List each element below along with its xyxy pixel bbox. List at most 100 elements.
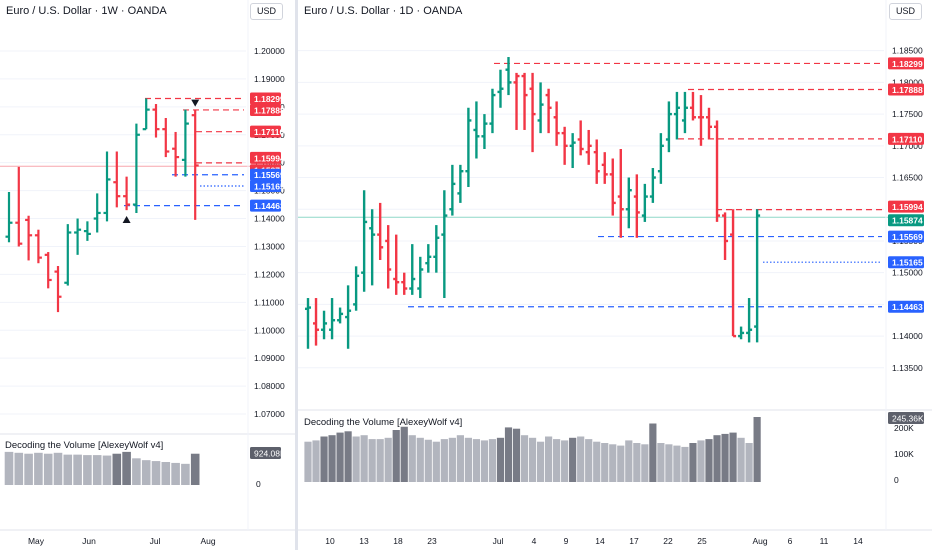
volume-bar [400, 426, 408, 482]
weekly-volume-indicator-title[interactable]: Decoding the Volume [AlexeyWolf v4] [5, 440, 164, 451]
y-tick-label: 1.14000 [254, 214, 285, 224]
volume-tick-label: 200K [894, 423, 914, 433]
volume-bar [512, 428, 521, 482]
price-label-bg [250, 151, 281, 164]
volume-bar [171, 462, 180, 485]
volume-bar [673, 445, 681, 482]
volume-bar [697, 440, 705, 482]
weekly-currency-button[interactable]: USD [250, 3, 284, 20]
price-label: 1.14463 [254, 201, 285, 211]
x-tick-label: 4 [532, 536, 537, 546]
price-label: 1.15165 [254, 181, 285, 191]
price-label-bg [250, 103, 281, 116]
price-label-bg [250, 168, 281, 181]
volume-bar [593, 441, 601, 482]
volume-bar [617, 445, 625, 482]
price-label-bg [888, 214, 924, 227]
volume-bar [360, 435, 368, 482]
volume-bar [92, 455, 102, 485]
y-tick-label: 1.17000 [892, 141, 923, 151]
x-tick-label: 6 [788, 536, 793, 546]
volume-bar [376, 439, 384, 482]
volume-label-bg [888, 412, 924, 424]
price-label: 1.17888 [892, 85, 923, 95]
volume-bar [520, 435, 529, 482]
volume-bar [464, 437, 472, 482]
volume-bar [609, 444, 617, 482]
volume-bar [161, 462, 171, 485]
volume-bar [729, 432, 737, 482]
y-tick-label: 1.11000 [254, 297, 284, 307]
y-tick-label: 1.12000 [254, 269, 285, 279]
price-label-bg [250, 125, 281, 138]
volume-bar [392, 430, 400, 482]
price-label-bg [888, 256, 924, 269]
daily-volume-indicator-title[interactable]: Decoding the Volume [AlexeyWolf v4] [304, 417, 463, 428]
price-label: 1.15165 [892, 258, 923, 268]
volume-bar [745, 443, 753, 482]
daily-currency-button[interactable]: USD [889, 3, 923, 20]
volume-bar [753, 417, 761, 482]
x-tick-label: 23 [427, 536, 437, 546]
price-label-bg [888, 230, 924, 243]
y-tick-label: 1.14000 [892, 331, 923, 341]
volume-bar [577, 436, 585, 482]
volume-bar [625, 440, 633, 482]
y-tick-label: 1.17500 [892, 109, 923, 119]
volume-bar [83, 455, 92, 485]
price-label: 1.18299 [254, 94, 285, 104]
x-tick-label: 17 [629, 536, 639, 546]
volume-bar [545, 436, 553, 482]
volume-bar [528, 437, 537, 482]
volume-bar [408, 435, 416, 482]
pane-divider[interactable] [295, 0, 298, 550]
price-label: 1.15569 [892, 232, 923, 242]
weekly-chart-svg[interactable]: 1.200001.190001.180001.170001.160001.150… [0, 0, 295, 550]
daily-chart-svg[interactable]: 1.185001.180001.175001.170001.165001.160… [298, 0, 932, 550]
volume-bar [553, 439, 561, 482]
x-tick-label: Aug [752, 536, 767, 546]
volume-bar [432, 441, 440, 482]
volume-bar [190, 453, 200, 485]
volume-bar [561, 440, 569, 482]
signal-marker-icon [122, 215, 131, 223]
y-tick-label: 1.08000 [254, 381, 285, 391]
x-tick-label: 10 [325, 536, 335, 546]
volume-bar [352, 436, 360, 482]
x-tick-label: 13 [359, 536, 369, 546]
weekly-chart-pane[interactable]: 1.200001.190001.180001.170001.160001.150… [0, 0, 295, 550]
price-label-bg [250, 92, 281, 105]
price-label: 1.15994 [892, 202, 923, 212]
price-label: 1.15874 [892, 216, 923, 226]
x-tick-label: Aug [200, 536, 215, 546]
volume-bar [456, 435, 464, 482]
y-tick-label: 1.18500 [892, 46, 923, 56]
price-label-bg [888, 57, 924, 70]
volume-bar [657, 443, 665, 482]
volume-bar [384, 437, 392, 482]
volume-label: 924.08K [254, 449, 286, 459]
y-tick-label: 1.09000 [254, 353, 285, 363]
volume-bar [368, 439, 376, 482]
volume-bar [73, 454, 82, 485]
daily-chart-title: Euro / U.S. Dollar · 1D · OANDA [304, 5, 463, 17]
volume-bar [112, 453, 122, 485]
daily-chart-pane[interactable]: 1.185001.180001.175001.170001.165001.160… [298, 0, 932, 550]
volume-bar [496, 437, 505, 482]
volume-label-bg [250, 447, 281, 459]
x-tick-label: 11 [820, 536, 829, 546]
y-tick-label: 1.18000 [892, 77, 923, 87]
y-tick-label: 1.13500 [892, 363, 923, 373]
volume-tick-label: 100K [894, 449, 914, 459]
volume-bar [24, 453, 33, 485]
volume-bar [416, 437, 424, 482]
volume-bar [601, 443, 609, 482]
volume-tick-label: 0 [894, 475, 899, 485]
volume-bar [569, 437, 577, 482]
volume-bar [480, 440, 489, 482]
volume-bar [649, 423, 657, 482]
volume-bar [424, 439, 432, 482]
volume-bar [14, 452, 24, 485]
volume-bar [122, 451, 131, 485]
x-tick-label: Jun [82, 536, 96, 546]
